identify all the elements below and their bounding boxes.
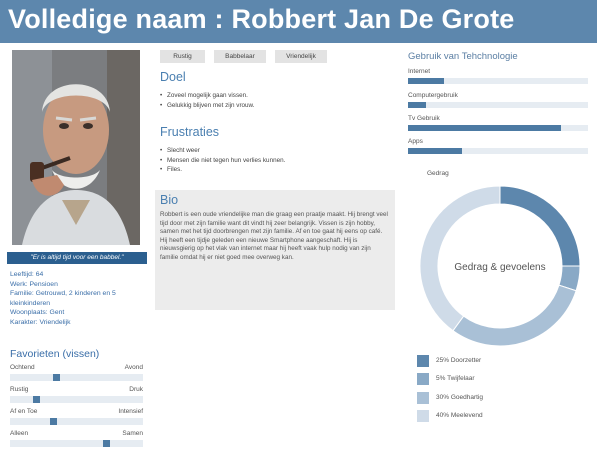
tech-bar-track <box>408 78 588 84</box>
favorite-slider[interactable]: Rustig Druk <box>10 386 143 408</box>
donut-slice-doorzetter <box>499 185 581 267</box>
tag-friendly: Vriendelijk <box>275 50 327 63</box>
list-item: Files. <box>160 165 285 175</box>
legend-item: 40% Meelevend <box>417 410 567 422</box>
info-age: Leeftijd: 64 <box>10 271 44 278</box>
tech-bar-fill <box>408 148 462 154</box>
legend-item: 5% Twijfelaar <box>417 373 567 385</box>
slider-right-label: Druk <box>129 386 143 393</box>
tech-bar-label: Internet <box>408 68 431 75</box>
slider-right-label: Samen <box>122 430 143 437</box>
tech-bar-track <box>408 148 588 154</box>
legend-swatch <box>417 410 429 422</box>
frustrations-title: Frustraties <box>160 125 220 139</box>
legend-label: 5% Twijfelaar <box>436 375 475 382</box>
bio-text: Robbert is een oude vriendelijke man die… <box>160 211 388 261</box>
favorite-slider[interactable]: Af en Toe Intensief <box>10 408 143 430</box>
legend-label: 30% Goedhartig <box>436 394 483 401</box>
legend-swatch <box>417 355 429 367</box>
list-item: Mensen die niet tegen hun verlies kunnen… <box>160 156 285 166</box>
tech-bar-label: Computergebruik <box>408 92 458 99</box>
goals-list: Zoveel mogelijk gaan vissen. Gelukkig bl… <box>160 91 255 110</box>
goals-title: Doel <box>160 70 186 84</box>
list-item: Gelukkig blijven met zijn vrouw. <box>160 101 255 111</box>
profile-info: Leeftijd: 64 Werk: Pensioen Familie: Get… <box>10 270 147 328</box>
slider-track <box>10 396 143 403</box>
bio-panel: Bio Robbert is een oude vriendelijke man… <box>155 190 395 310</box>
frustrations-list: Slecht weer Mensen die niet tegen hun ve… <box>160 146 285 175</box>
info-family: Familie: Getrouwd, 2 kinderen en 5 klein… <box>10 290 116 307</box>
slider-left-label: Alleen <box>10 430 29 437</box>
slider-thumb[interactable] <box>33 396 40 403</box>
header-bar: Volledige naam : Robbert Jan De Grote <box>0 0 597 43</box>
favorites-title: Favorieten (vissen) <box>10 348 100 360</box>
slider-thumb[interactable] <box>53 374 60 381</box>
slider-track <box>10 440 143 447</box>
legend-swatch <box>417 392 429 404</box>
tech-bar-fill <box>408 78 444 84</box>
slider-thumb[interactable] <box>50 418 57 425</box>
quote-banner: "Er is altijd tijd voor een babbel." <box>7 252 147 264</box>
behavior-donut-chart: Gedrag & gevoelens <box>419 185 581 347</box>
tech-bar-label: Tv Gebruik <box>408 115 440 122</box>
favorite-slider[interactable]: Alleen Samen <box>10 430 143 452</box>
info-residence: Woonplaats: Gent <box>10 309 65 317</box>
slider-left-label: Rustig <box>10 386 29 393</box>
info-work: Werk: Pensioen <box>10 280 58 288</box>
page-title: Volledige naam : Robbert Jan De Grote <box>8 4 515 34</box>
tech-bar-label: Apps <box>408 138 423 145</box>
legend-swatch <box>417 373 429 385</box>
legend-label: 25% Doorzetter <box>436 357 482 364</box>
tech-bar-track <box>408 102 588 108</box>
tech-bar-track <box>408 125 588 131</box>
slider-left-label: Af en Toe <box>10 408 38 415</box>
chart-title: Gedrag <box>427 170 449 177</box>
slider-right-label: Intensief <box>118 408 143 415</box>
legend-item: 25% Doorzetter <box>417 355 567 367</box>
legend-item: 30% Goedhartig <box>417 392 567 404</box>
list-item: Slecht weer <box>160 146 285 156</box>
bio-title: Bio <box>160 193 179 207</box>
legend-label: 40% Meelevend <box>436 412 483 419</box>
tech-bar-fill <box>408 102 426 108</box>
profile-photo <box>12 50 140 245</box>
donut-center-label: Gedrag & gevoelens <box>454 262 545 273</box>
tech-title: Gebruik van Tehchnologie <box>408 51 518 62</box>
donut-slice-goedhartig <box>452 284 577 347</box>
slider-left-label: Ochtend <box>10 364 35 371</box>
slider-right-label: Avond <box>124 364 143 371</box>
slider-track <box>10 418 143 425</box>
quote-text: "Er is altijd tijd voor een babbel." <box>30 254 124 261</box>
donut-slice-meelevend <box>419 185 501 332</box>
tag-talker: Babbelaar <box>214 50 266 63</box>
tech-bar-fill <box>408 125 561 131</box>
slider-track <box>10 374 143 381</box>
info-character: Karakter: Vriendelijk <box>10 318 71 326</box>
tag-quiet: Rustig <box>160 50 205 63</box>
favorite-slider[interactable]: Ochtend Avond <box>10 364 143 386</box>
slider-thumb[interactable] <box>103 440 110 447</box>
list-item: Zoveel mogelijk gaan vissen. <box>160 91 255 101</box>
